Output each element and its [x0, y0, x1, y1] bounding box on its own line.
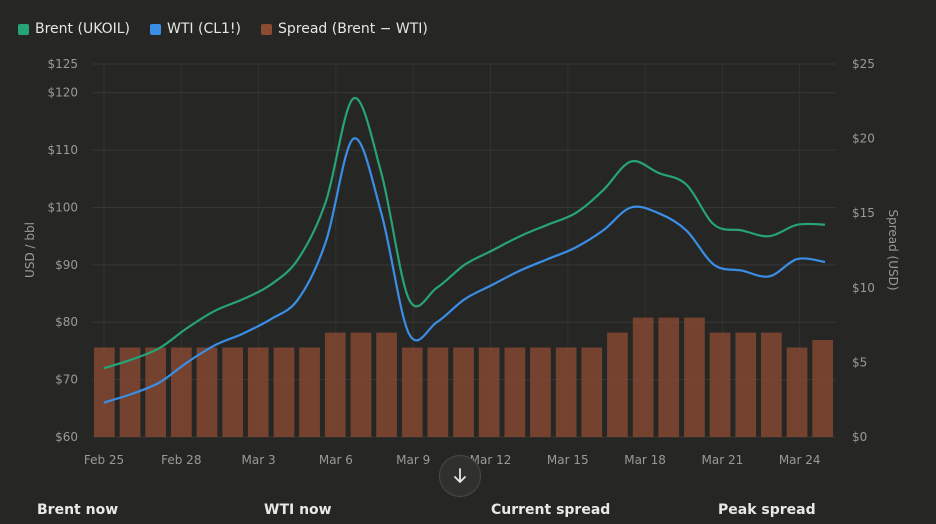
spread-bar	[196, 347, 218, 437]
right-axis-label: Spread (USD)	[886, 209, 900, 290]
left-axis-ticks: $60 $70 $80 $90 $100 $110 $120 $125	[47, 57, 78, 444]
spread-bar	[299, 347, 320, 437]
chart-legend: Brent (UKOIL) WTI (CL1!) Spread (Brent −…	[18, 18, 448, 40]
spread-bar	[350, 332, 372, 437]
x-tick-label: Mar 15	[547, 453, 589, 467]
spread-bar	[555, 347, 577, 437]
spread-bar	[273, 347, 295, 437]
spread-bar	[735, 332, 757, 437]
x-tick-label: Mar 9	[396, 453, 430, 467]
left-tick-label: $125	[47, 57, 78, 71]
price-lines	[103, 97, 826, 404]
spread-bar	[761, 332, 782, 437]
legend-item-wti[interactable]: WTI (CL1!)	[150, 21, 241, 37]
spread-bar	[401, 347, 423, 437]
arrow-down-icon	[454, 468, 466, 483]
legend-label-wti: WTI (CL1!)	[167, 21, 242, 37]
right-axis-ticks: $0 $5 $10 $15 $20 $25	[852, 57, 875, 444]
left-tick-label: $70	[55, 373, 78, 387]
spread-bar	[324, 332, 346, 437]
spread-bar	[145, 347, 166, 437]
right-tick-label: $10	[852, 281, 875, 295]
left-tick-label: $120	[47, 86, 78, 100]
right-tick-label: $15	[852, 206, 875, 220]
spread-bar	[222, 347, 243, 437]
spread-bar	[709, 332, 731, 437]
wti-line	[103, 137, 826, 404]
left-tick-label: $60	[55, 430, 78, 444]
spread-bar	[632, 317, 654, 437]
wti-now-label: WTI now	[264, 502, 332, 518]
spread-bar	[581, 347, 603, 437]
x-tick-label: Mar 3	[242, 453, 276, 467]
spread-bar	[247, 347, 269, 437]
left-axis-label: USD / bbl	[23, 222, 37, 278]
spread-bar	[812, 340, 833, 437]
spread-bar	[786, 347, 808, 437]
peak-spread-label: Peak spread	[718, 502, 816, 518]
spread-bar	[658, 317, 680, 437]
spread-bar	[530, 347, 551, 437]
left-tick-label: $90	[55, 258, 78, 272]
x-tick-label: Feb 25	[84, 453, 124, 467]
left-tick-label: $100	[47, 200, 78, 214]
legend-item-spread[interactable]: Spread (Brent − WTI)	[261, 21, 428, 37]
right-tick-label: $20	[852, 132, 875, 146]
current-spread-label: Current spread	[491, 502, 611, 518]
oil-price-chart: $60$70$80$90$100$110$120$125 $0$5$10$15$…	[23, 57, 900, 467]
legend-label-spread: Spread (Brent − WTI)	[278, 21, 428, 37]
spread-bar	[453, 347, 474, 437]
right-tick-label: $0	[852, 430, 867, 444]
spread-bar	[478, 347, 500, 437]
spread-bar	[94, 347, 115, 437]
right-tick-label: $5	[852, 355, 867, 369]
spread-bar	[504, 347, 526, 437]
stats-row: Brent now WTI now Current spread Peak sp…	[0, 500, 936, 524]
x-tick-label: Feb 28	[161, 453, 201, 467]
spread-bar	[427, 347, 449, 437]
x-tick-label: Mar 12	[470, 453, 512, 467]
x-tick-label: Mar 18	[624, 453, 666, 467]
left-tick-label: $110	[47, 143, 78, 157]
legend-swatch-wti	[150, 23, 162, 35]
x-tick-label: Mar 21	[702, 453, 744, 467]
x-axis-ticks: Feb 25 Feb 28 Mar 3 Mar 6 Mar 9 Mar 12 Mar 15 M…	[84, 453, 821, 467]
legend-item-brent[interactable]: Brent (UKOIL)	[18, 21, 130, 37]
brent-now-label: Brent now	[37, 502, 119, 518]
spread-bar	[684, 317, 705, 437]
spread-bar	[376, 332, 397, 437]
right-tick-label: $25	[852, 57, 875, 71]
spread-bar	[119, 347, 141, 437]
x-tick-label: Mar 24	[779, 453, 821, 467]
x-tick-label: Mar 6	[319, 453, 353, 467]
scroll-down-button[interactable]	[439, 455, 481, 497]
legend-label-brent: Brent (UKOIL)	[35, 21, 131, 37]
brent-line	[103, 97, 826, 370]
left-tick-label: $80	[55, 315, 78, 329]
spread-bars	[94, 317, 833, 437]
legend-swatch-spread	[261, 23, 273, 35]
spread-bar	[607, 332, 628, 437]
legend-swatch-brent	[18, 23, 29, 35]
